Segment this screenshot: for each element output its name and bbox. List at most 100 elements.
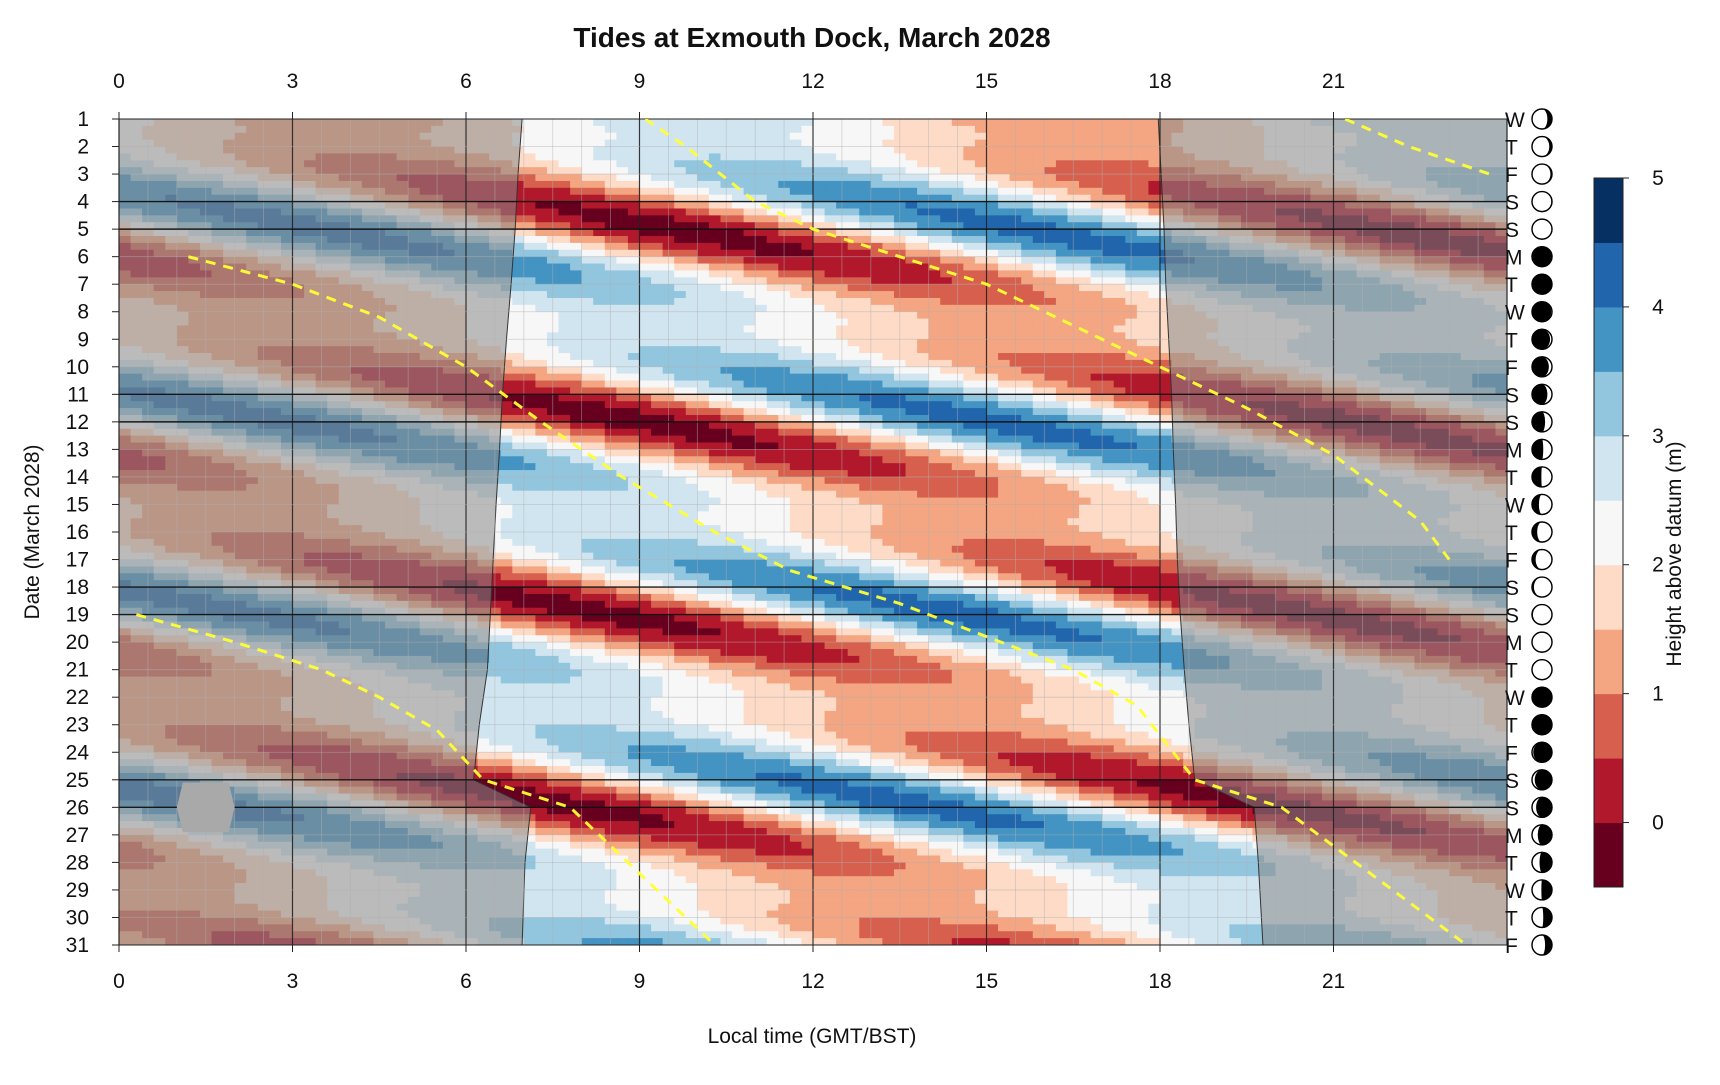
heat-cell — [616, 229, 629, 237]
heat-cell — [743, 387, 756, 395]
heat-cell — [593, 125, 606, 134]
heat-cell — [535, 304, 548, 313]
heat-cell — [512, 346, 525, 354]
heat-cell — [1032, 284, 1045, 292]
heat-cell — [789, 160, 803, 168]
heat-cell — [813, 180, 826, 189]
heat-cell — [1044, 263, 1057, 272]
heat-cell — [847, 284, 860, 292]
heat-cell — [986, 119, 999, 127]
heat-cell — [963, 304, 976, 313]
heat-cell — [708, 180, 722, 189]
heat-cell — [570, 325, 583, 333]
heat-cell — [732, 270, 745, 278]
heat-cell — [974, 353, 988, 361]
heat-cell — [1032, 291, 1045, 299]
heat-cell — [755, 153, 768, 161]
heat-cell — [1113, 215, 1126, 223]
heat-cell — [732, 387, 745, 395]
heat-cell — [581, 119, 594, 127]
heat-cell — [616, 311, 629, 320]
heat-cell — [627, 194, 641, 203]
heat-cell — [708, 394, 722, 402]
heat-cell — [882, 242, 895, 251]
heat-cell — [627, 353, 641, 361]
heat-cell — [1055, 187, 1069, 196]
heat-cell — [1102, 215, 1115, 223]
heat-cell — [1148, 215, 1161, 223]
heat-cell — [1044, 208, 1057, 216]
heat-cell — [940, 180, 953, 189]
heat-cell — [1055, 304, 1069, 313]
heat-cell — [940, 119, 953, 127]
heat-cell — [1090, 180, 1103, 189]
heat-cell — [986, 236, 999, 244]
heat-cell — [940, 359, 953, 368]
heat-cell — [535, 139, 548, 148]
heat-cell — [1055, 146, 1069, 155]
heat-cell — [1113, 270, 1126, 278]
heat-cell — [963, 387, 976, 395]
heat-cell — [1055, 256, 1069, 265]
heat-cell — [1079, 311, 1092, 320]
heat-cell — [616, 401, 629, 409]
heat-cell — [963, 380, 976, 389]
heat-cell — [674, 222, 687, 230]
heat-cell — [986, 366, 999, 375]
heat-cell — [743, 284, 756, 292]
heat-cell — [1021, 353, 1034, 361]
heat-cell — [813, 132, 826, 141]
heat-cell — [847, 373, 860, 382]
heat-cell — [859, 339, 872, 347]
heat-cell — [1102, 229, 1115, 237]
heat-cell — [847, 119, 860, 127]
heat-cell — [1021, 222, 1034, 230]
heat-cell — [882, 201, 895, 210]
heat-cell — [801, 201, 814, 210]
heat-cell — [1160, 339, 1173, 347]
heat-cell — [789, 339, 803, 347]
heat-cell — [766, 242, 779, 251]
heat-cell — [859, 174, 872, 182]
heat-cell — [847, 236, 860, 244]
heat-cell — [523, 270, 536, 278]
heat-cell — [1021, 215, 1034, 223]
heat-cell — [1090, 387, 1103, 395]
heat-cell — [685, 229, 698, 237]
heat-cell — [824, 366, 837, 375]
heat-cell — [651, 249, 664, 258]
heat-cell — [685, 215, 698, 223]
heat-cell — [1044, 180, 1057, 189]
heat-cell — [593, 318, 606, 327]
heat-cell — [789, 153, 803, 161]
heat-cell — [986, 270, 999, 278]
heat-cell — [558, 153, 571, 161]
heat-cell — [974, 325, 988, 333]
heat-cell — [905, 215, 918, 223]
heat-cell — [870, 291, 883, 299]
heat-cell — [1032, 201, 1045, 210]
heat-cell — [882, 318, 895, 327]
heat-cell — [755, 222, 768, 230]
heat-cell — [1160, 325, 1173, 333]
heat-cell — [905, 160, 918, 168]
heat-cell — [570, 359, 583, 368]
heat-cell — [558, 366, 571, 375]
heat-cell — [905, 236, 918, 244]
heat-cell — [593, 174, 606, 182]
heat-cell — [743, 366, 756, 375]
heat-cell — [558, 401, 571, 409]
heat-cell — [685, 346, 698, 354]
heat-cell — [743, 242, 756, 251]
heat-cell — [708, 222, 722, 230]
heat-cell — [570, 401, 583, 409]
heat-cell — [639, 174, 652, 182]
heat-cell — [523, 215, 536, 223]
heat-cell — [674, 394, 687, 402]
heat-cell — [813, 339, 826, 347]
heat-cell — [651, 401, 664, 409]
heat-cell — [1032, 174, 1045, 182]
heat-cell — [1136, 201, 1150, 210]
heat-cell — [581, 222, 594, 230]
heat-cell — [847, 346, 860, 354]
